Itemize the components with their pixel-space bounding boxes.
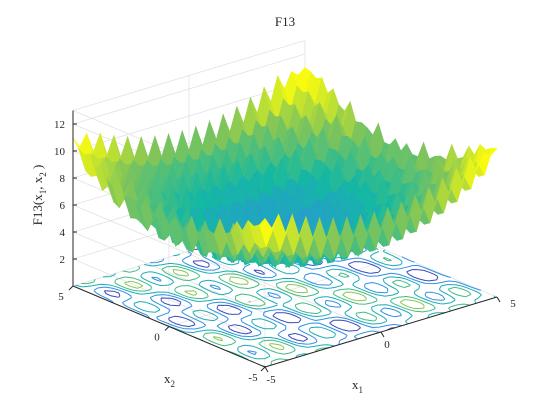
contour-line bbox=[93, 233, 482, 355]
x-tick-label: -5 bbox=[266, 374, 276, 386]
y-tick-label: -5 bbox=[248, 372, 258, 384]
grid-line bbox=[72, 40, 306, 111]
surface-mesh bbox=[72, 67, 498, 269]
y-tick-label: 5 bbox=[58, 291, 64, 303]
x-tick-label: 5 bbox=[510, 298, 516, 310]
x-tick-label: 0 bbox=[384, 339, 390, 351]
z-tick-label: 10 bbox=[54, 146, 66, 158]
z-tick-label: 2 bbox=[60, 254, 66, 266]
axes bbox=[68, 110, 501, 373]
z-tick-label: 6 bbox=[60, 200, 66, 212]
surface-patch bbox=[259, 218, 273, 248]
y-axis-label: x2 bbox=[164, 371, 175, 389]
y-tick-label: 0 bbox=[154, 332, 160, 344]
z-axis-label: F13(x1, x2 ) bbox=[30, 165, 48, 226]
x-axis-label: x1 bbox=[352, 377, 363, 395]
grid-line bbox=[168, 256, 402, 327]
z-tick-label: 8 bbox=[60, 173, 66, 185]
x-tick bbox=[496, 296, 501, 303]
chart-title: F13 bbox=[275, 14, 295, 29]
y-tick bbox=[68, 285, 74, 291]
z-tick-label: 12 bbox=[54, 119, 65, 131]
tick-labels: -5 0 5 -5 0 5 2 4 6 8 10 12 bbox=[54, 119, 516, 386]
y-tick bbox=[260, 366, 266, 372]
z-tick-label: 4 bbox=[60, 227, 66, 239]
y-tick bbox=[164, 326, 170, 331]
x-tick bbox=[380, 331, 385, 338]
x-tick bbox=[264, 366, 269, 373]
